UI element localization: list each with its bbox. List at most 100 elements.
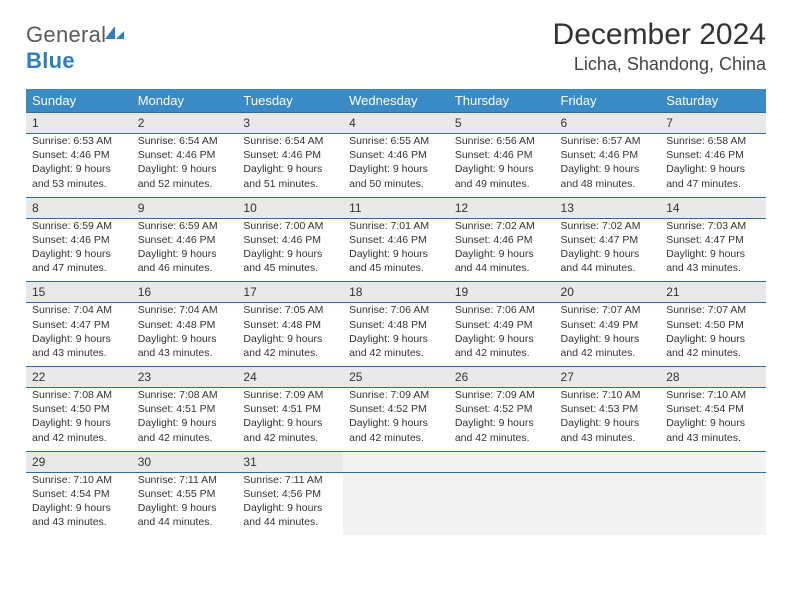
day-cell: Sunrise: 7:10 AMSunset: 4:54 PMDaylight:…: [26, 472, 132, 535]
sunrise-line: Sunrise: 6:57 AM: [561, 134, 655, 148]
sunset-line: Sunset: 4:55 PM: [138, 487, 232, 501]
sunset-line: Sunset: 4:51 PM: [138, 402, 232, 416]
sunset-line: Sunset: 4:47 PM: [32, 318, 126, 332]
daylight-line: Daylight: 9 hours and 47 minutes.: [666, 162, 760, 190]
day-cell: Sunrise: 6:56 AMSunset: 4:46 PMDaylight:…: [449, 134, 555, 198]
sunrise-line: Sunrise: 7:10 AM: [666, 388, 760, 402]
sunrise-line: Sunrise: 7:09 AM: [455, 388, 549, 402]
sunrise-line: Sunrise: 7:01 AM: [349, 219, 443, 233]
empty-cell: [555, 472, 661, 535]
sunrise-line: Sunrise: 6:54 AM: [138, 134, 232, 148]
sunrise-line: Sunrise: 7:07 AM: [666, 303, 760, 317]
sunrise-line: Sunrise: 7:06 AM: [349, 303, 443, 317]
sunrise-line: Sunrise: 7:05 AM: [243, 303, 337, 317]
sunrise-line: Sunrise: 6:58 AM: [666, 134, 760, 148]
sunset-line: Sunset: 4:46 PM: [138, 233, 232, 247]
sunset-line: Sunset: 4:52 PM: [455, 402, 549, 416]
day-number: 8: [26, 197, 132, 218]
daynum-row: 891011121314: [26, 197, 766, 218]
logo-word-1: General: [26, 22, 106, 47]
day-number: 28: [660, 367, 766, 388]
sunrise-line: Sunrise: 6:59 AM: [32, 219, 126, 233]
day-cell: Sunrise: 7:11 AMSunset: 4:55 PMDaylight:…: [132, 472, 238, 535]
sunset-line: Sunset: 4:50 PM: [32, 402, 126, 416]
location: Licha, Shandong, China: [553, 54, 766, 75]
sunset-line: Sunset: 4:53 PM: [561, 402, 655, 416]
day-cell: Sunrise: 7:06 AMSunset: 4:49 PMDaylight:…: [449, 303, 555, 367]
daylight-line: Daylight: 9 hours and 43 minutes.: [561, 416, 655, 444]
daylight-line: Daylight: 9 hours and 46 minutes.: [138, 247, 232, 275]
week-row: Sunrise: 7:08 AMSunset: 4:50 PMDaylight:…: [26, 388, 766, 452]
daylight-line: Daylight: 9 hours and 42 minutes.: [243, 332, 337, 360]
sunrise-line: Sunrise: 7:09 AM: [243, 388, 337, 402]
day-number: 14: [660, 197, 766, 218]
daylight-line: Daylight: 9 hours and 48 minutes.: [561, 162, 655, 190]
daylight-line: Daylight: 9 hours and 45 minutes.: [243, 247, 337, 275]
day-cell: Sunrise: 7:00 AMSunset: 4:46 PMDaylight:…: [237, 218, 343, 282]
day-number: 23: [132, 367, 238, 388]
sunrise-line: Sunrise: 7:02 AM: [561, 219, 655, 233]
day-cell: Sunrise: 7:09 AMSunset: 4:51 PMDaylight:…: [237, 388, 343, 452]
day-number: 25: [343, 367, 449, 388]
sunset-line: Sunset: 4:47 PM: [561, 233, 655, 247]
calendar-table: SundayMondayTuesdayWednesdayThursdayFrid…: [26, 89, 766, 535]
daylight-line: Daylight: 9 hours and 43 minutes.: [138, 332, 232, 360]
day-cell: Sunrise: 7:05 AMSunset: 4:48 PMDaylight:…: [237, 303, 343, 367]
day-number: 11: [343, 197, 449, 218]
daylight-line: Daylight: 9 hours and 42 minutes.: [243, 416, 337, 444]
daylight-line: Daylight: 9 hours and 42 minutes.: [561, 332, 655, 360]
day-cell: Sunrise: 7:04 AMSunset: 4:48 PMDaylight:…: [132, 303, 238, 367]
sunrise-line: Sunrise: 7:09 AM: [349, 388, 443, 402]
sunset-line: Sunset: 4:49 PM: [455, 318, 549, 332]
sunset-line: Sunset: 4:46 PM: [32, 148, 126, 162]
daylight-line: Daylight: 9 hours and 43 minutes.: [666, 247, 760, 275]
day-cell: Sunrise: 6:59 AMSunset: 4:46 PMDaylight:…: [26, 218, 132, 282]
daynum-row: 22232425262728: [26, 367, 766, 388]
sunrise-line: Sunrise: 7:00 AM: [243, 219, 337, 233]
day-number: 5: [449, 113, 555, 134]
day-cell: Sunrise: 6:58 AMSunset: 4:46 PMDaylight:…: [660, 134, 766, 198]
daylight-line: Daylight: 9 hours and 44 minutes.: [138, 501, 232, 529]
day-number: [343, 451, 449, 472]
dow-header: Sunday: [26, 89, 132, 113]
sunset-line: Sunset: 4:49 PM: [561, 318, 655, 332]
day-cell: Sunrise: 7:01 AMSunset: 4:46 PMDaylight:…: [343, 218, 449, 282]
daylight-line: Daylight: 9 hours and 42 minutes.: [349, 332, 443, 360]
day-cell: Sunrise: 7:07 AMSunset: 4:50 PMDaylight:…: [660, 303, 766, 367]
dow-header: Friday: [555, 89, 661, 113]
daylight-line: Daylight: 9 hours and 42 minutes.: [666, 332, 760, 360]
week-row: Sunrise: 6:53 AMSunset: 4:46 PMDaylight:…: [26, 134, 766, 198]
daylight-line: Daylight: 9 hours and 42 minutes.: [455, 332, 549, 360]
sunrise-line: Sunrise: 6:54 AM: [243, 134, 337, 148]
sunset-line: Sunset: 4:46 PM: [349, 148, 443, 162]
day-cell: Sunrise: 7:09 AMSunset: 4:52 PMDaylight:…: [449, 388, 555, 452]
day-number: 4: [343, 113, 449, 134]
daylight-line: Daylight: 9 hours and 51 minutes.: [243, 162, 337, 190]
dow-row: SundayMondayTuesdayWednesdayThursdayFrid…: [26, 89, 766, 113]
day-number: 7: [660, 113, 766, 134]
sunset-line: Sunset: 4:46 PM: [243, 233, 337, 247]
sunset-line: Sunset: 4:48 PM: [349, 318, 443, 332]
daylight-line: Daylight: 9 hours and 44 minutes.: [243, 501, 337, 529]
day-number: 20: [555, 282, 661, 303]
logo-text: General Blue: [26, 22, 126, 74]
sunset-line: Sunset: 4:51 PM: [243, 402, 337, 416]
daylight-line: Daylight: 9 hours and 45 minutes.: [349, 247, 443, 275]
day-cell: Sunrise: 6:55 AMSunset: 4:46 PMDaylight:…: [343, 134, 449, 198]
day-cell: Sunrise: 7:09 AMSunset: 4:52 PMDaylight:…: [343, 388, 449, 452]
day-cell: Sunrise: 6:57 AMSunset: 4:46 PMDaylight:…: [555, 134, 661, 198]
week-row: Sunrise: 7:10 AMSunset: 4:54 PMDaylight:…: [26, 472, 766, 535]
day-number: 18: [343, 282, 449, 303]
logo: General Blue: [26, 18, 126, 74]
day-number: 12: [449, 197, 555, 218]
sunset-line: Sunset: 4:52 PM: [349, 402, 443, 416]
daynum-row: 293031: [26, 451, 766, 472]
sunset-line: Sunset: 4:46 PM: [138, 148, 232, 162]
sunset-line: Sunset: 4:54 PM: [32, 487, 126, 501]
dow-header: Saturday: [660, 89, 766, 113]
empty-cell: [449, 472, 555, 535]
day-number: 6: [555, 113, 661, 134]
day-cell: Sunrise: 6:53 AMSunset: 4:46 PMDaylight:…: [26, 134, 132, 198]
day-number: 1: [26, 113, 132, 134]
sunset-line: Sunset: 4:46 PM: [666, 148, 760, 162]
